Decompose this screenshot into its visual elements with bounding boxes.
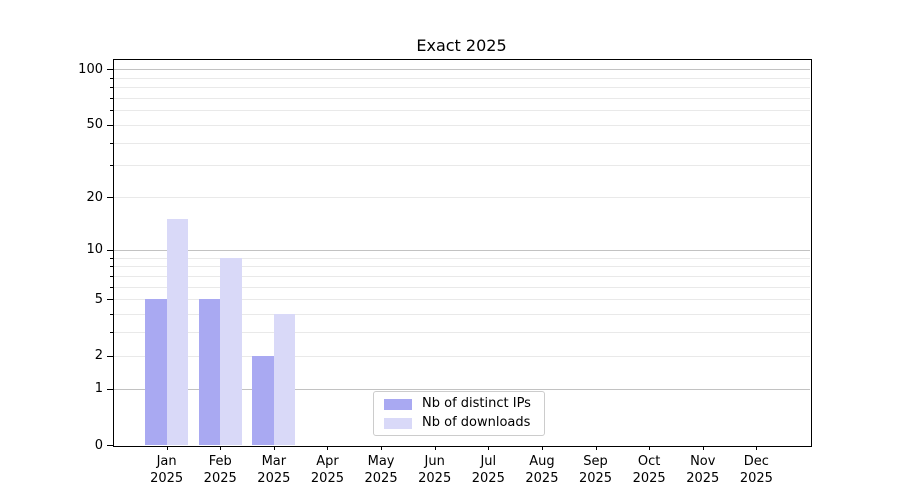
x-tick-label: Feb 2025 — [203, 454, 237, 486]
y-major-tick — [107, 69, 113, 71]
x-tick — [649, 446, 651, 450]
minor-gridline — [114, 77, 810, 79]
y-tick-label: 10 — [86, 242, 103, 258]
y-tick-label: 50 — [86, 117, 103, 133]
x-tick — [756, 446, 758, 450]
chart-title: Exact 2025 — [416, 36, 507, 55]
x-tick-label: May 2025 — [364, 454, 398, 486]
x-tick-label: Nov 2025 — [686, 454, 720, 486]
x-tick-label: Oct 2025 — [632, 454, 666, 486]
y-minor-tick — [110, 266, 113, 268]
y-minor-tick — [110, 299, 113, 301]
y-minor-tick — [110, 197, 113, 199]
x-tick — [381, 446, 383, 450]
minor-gridline — [114, 110, 810, 112]
x-tick-label: Sep 2025 — [578, 454, 613, 486]
y-tick-label: 0 — [94, 437, 103, 453]
y-tick-label: 100 — [78, 61, 103, 77]
minor-gridline — [114, 332, 810, 334]
x-tick — [220, 446, 222, 450]
minor-gridline — [114, 266, 810, 268]
major-gridline — [114, 249, 810, 251]
bar-distinct-ips — [252, 355, 274, 445]
y-major-tick — [107, 445, 113, 446]
minor-gridline — [114, 87, 810, 89]
minor-gridline — [114, 197, 810, 199]
x-tick-label: Dec 2025 — [739, 454, 773, 486]
y-tick-label: 2 — [94, 348, 103, 364]
minor-gridline — [114, 142, 810, 144]
minor-gridline — [114, 286, 810, 288]
bar-downloads — [166, 219, 189, 445]
y-minor-tick — [110, 275, 113, 277]
legend-label-distinct-ips: Nb of distinct IPs — [422, 396, 531, 411]
x-tick-label: Apr 2025 — [310, 454, 344, 486]
minor-gridline — [114, 299, 810, 301]
y-minor-tick — [110, 313, 113, 315]
legend-row-distinct-ips: Nb of distinct IPs — [384, 397, 544, 411]
minor-gridline — [114, 165, 810, 167]
x-tick — [327, 446, 329, 450]
y-tick-label: 5 — [94, 291, 103, 307]
minor-gridline — [114, 124, 810, 126]
major-gridline — [114, 388, 810, 390]
minor-gridline — [114, 355, 810, 357]
bar-downloads — [273, 313, 296, 445]
y-minor-tick — [110, 87, 113, 89]
minor-gridline — [114, 257, 810, 259]
x-tick — [702, 446, 704, 450]
distinct-ips-swatch-icon — [384, 398, 412, 410]
minor-gridline — [114, 97, 810, 99]
x-tick-label: Jul 2025 — [471, 454, 505, 486]
minor-gridline — [114, 275, 810, 277]
y-minor-tick — [110, 355, 113, 357]
y-minor-tick — [110, 332, 113, 334]
x-tick — [166, 446, 168, 450]
legend-label-downloads: Nb of downloads — [422, 415, 531, 430]
y-minor-tick — [110, 124, 113, 126]
x-tick — [273, 446, 275, 450]
y-minor-tick — [110, 110, 113, 112]
y-tick-label: 20 — [86, 189, 103, 205]
major-gridline — [114, 69, 810, 71]
x-tick — [541, 446, 543, 450]
minor-gridline — [114, 313, 810, 315]
x-tick-label: Aug 2025 — [525, 454, 559, 486]
downloads-swatch-icon — [384, 417, 412, 429]
legend-row-downloads: Nb of downloads — [384, 416, 544, 430]
y-minor-tick — [110, 257, 113, 259]
x-tick — [595, 446, 597, 450]
bar-distinct-ips — [145, 299, 167, 445]
x-tick-label: Jan 2025 — [150, 454, 184, 486]
y-minor-tick — [110, 165, 113, 167]
y-tick-label: 1 — [94, 381, 103, 397]
x-tick — [488, 446, 490, 450]
y-minor-tick — [110, 97, 113, 99]
bar-downloads — [220, 257, 242, 445]
y-minor-tick — [110, 286, 113, 288]
plot-area — [113, 59, 812, 447]
y-minor-tick — [110, 77, 113, 79]
y-major-tick — [107, 249, 113, 251]
bar-distinct-ips — [198, 299, 221, 445]
x-tick — [434, 446, 436, 450]
y-minor-tick — [110, 142, 113, 144]
y-major-tick — [107, 388, 113, 390]
legend: Nb of distinct IPs Nb of downloads — [373, 391, 545, 436]
x-tick-label: Mar 2025 — [257, 454, 291, 486]
x-tick-label: Jun 2025 — [418, 454, 452, 486]
